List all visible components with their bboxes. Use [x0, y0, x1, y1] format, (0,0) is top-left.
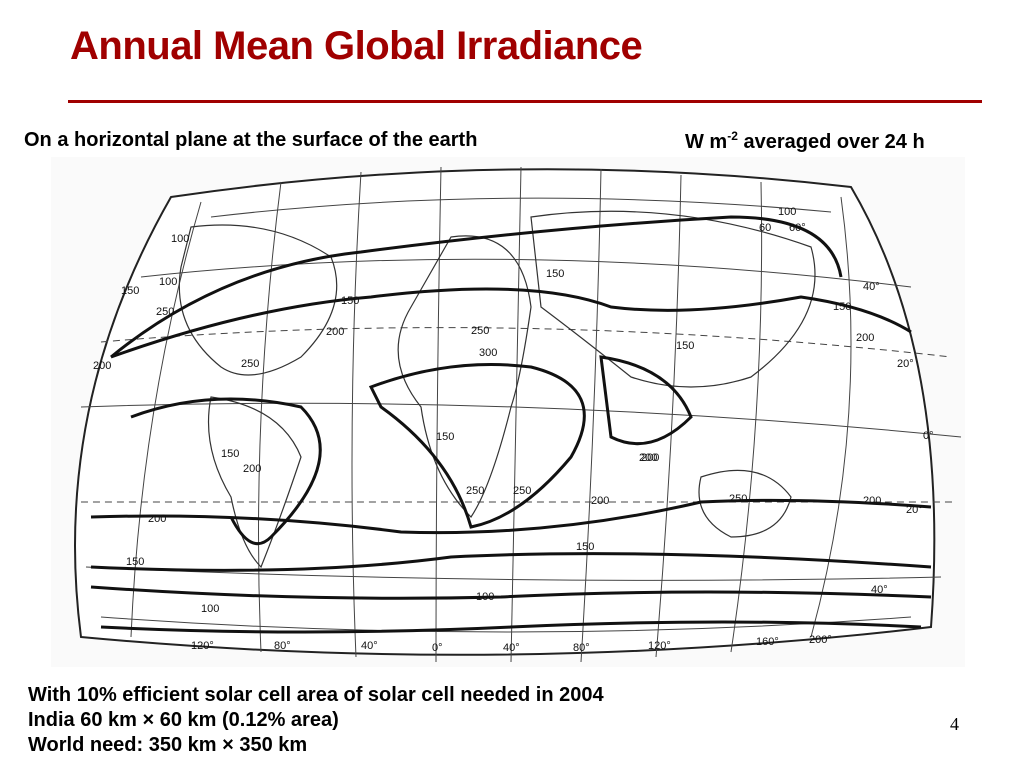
latitude-label: 20° [906, 504, 923, 516]
contour-label: 150 [126, 556, 144, 568]
contour-label: 250 [156, 306, 174, 318]
contour-label: 200 [639, 452, 657, 464]
longitude-label: 160° [756, 636, 779, 648]
contour-label: 150 [436, 431, 454, 443]
contour-label: 200 [863, 495, 881, 507]
contour-label: 150 [576, 541, 594, 553]
note-line: World need: 350 km × 350 km [28, 734, 308, 756]
contour-label: 200 [641, 452, 659, 464]
contour-label: 150 [221, 448, 239, 460]
latitude-label: 60° [789, 222, 806, 234]
longitude-label: 120° [191, 640, 214, 652]
irradiance-world-map: 100 150 250 200 250 150 200 150 200 100 … [51, 157, 965, 667]
contour-label: 150 [341, 295, 359, 307]
longitude-label: 40° [361, 640, 378, 652]
contour-label: 250 [241, 358, 259, 370]
page-number: 4 [950, 714, 959, 734]
solar-area-notes: With 10% efficient solar cell area of so… [28, 683, 604, 758]
title-underline [68, 100, 982, 103]
unit-exponent: -2 [727, 129, 738, 143]
contour-label: 200 [243, 463, 261, 475]
contour-label: 200 [326, 326, 344, 338]
contour-label: 150 [121, 285, 139, 297]
contour-label: 200 [591, 495, 609, 507]
contour-label: 100 [159, 276, 177, 288]
south-america-outline [207, 396, 302, 569]
contour-label: 100 [476, 591, 494, 603]
north-america-outline [178, 224, 338, 376]
contour-label: 60 [759, 222, 771, 234]
unit-suffix: averaged over 24 h [737, 131, 925, 153]
contour-label: 150 [833, 301, 851, 313]
contour-label: 100 [171, 233, 189, 245]
longitude-label: 200° [809, 634, 832, 646]
contour-label: 250 [471, 325, 489, 337]
map-outline [74, 168, 936, 656]
map-svg: 100 150 250 200 250 150 200 150 200 100 … [74, 166, 962, 663]
latitude-label: 20° [897, 358, 914, 370]
contour-label: 300 [479, 347, 497, 359]
contour-label: 150 [676, 340, 694, 352]
map-caption-units: W m-2 averaged over 24 h [685, 129, 925, 154]
contour-label: 200 [148, 513, 166, 525]
slide-title: Annual Mean Global Irradiance [70, 24, 643, 68]
latitude-labels: 60° 40° 20° 0° 20° 40° [789, 222, 934, 596]
longitude-label: 0° [432, 642, 443, 654]
contour-label: 100 [201, 603, 219, 615]
contour-label: 150 [546, 268, 564, 280]
longitude-label: 80° [274, 640, 291, 652]
longitude-labels: 120° 80° 40° 0° 40° 80° 120° 160° 200° [191, 634, 832, 654]
contour-label: 200 [856, 332, 874, 344]
contour-label: 250 [729, 493, 747, 505]
continent-outlines [178, 210, 816, 569]
note-line: With 10% efficient solar cell area of so… [28, 684, 604, 706]
longitude-label: 80° [573, 642, 590, 654]
irradiance-isolines [90, 215, 932, 634]
contour-label: 200 [93, 360, 111, 372]
note-line: India 60 km × 60 km (0.12% area) [28, 709, 339, 731]
longitude-label: 40° [503, 642, 520, 654]
latitude-label: 0° [923, 430, 934, 442]
australia-outline [698, 469, 792, 538]
contour-label: 100 [778, 206, 796, 218]
latitude-label: 40° [871, 584, 888, 596]
contour-label: 250 [513, 485, 531, 497]
europe-africa-outline [397, 235, 532, 518]
contour-labels: 100 150 250 200 250 150 200 150 200 100 … [93, 206, 881, 615]
unit-base: W m [685, 131, 728, 153]
contour-label: 250 [466, 485, 484, 497]
longitude-label: 120° [648, 640, 671, 652]
map-caption-left: On a horizontal plane at the surface of … [24, 129, 478, 151]
latitude-label: 40° [863, 281, 880, 293]
